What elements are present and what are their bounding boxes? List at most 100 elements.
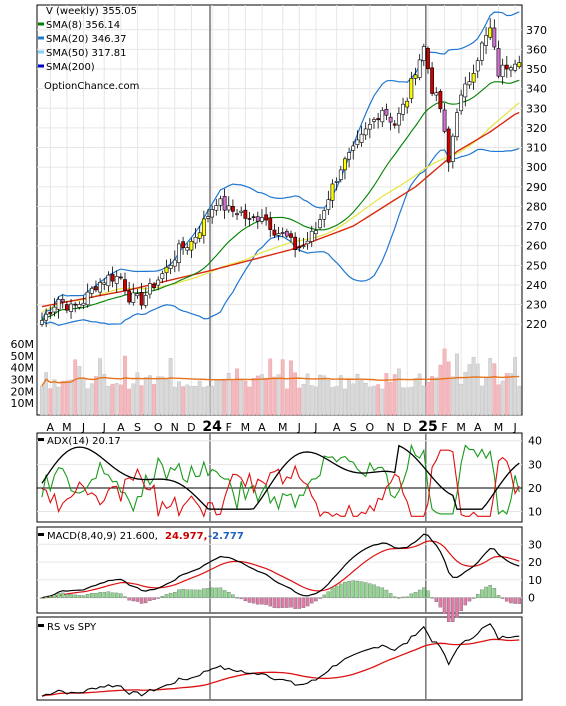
macd-histogram-bar: [413, 592, 418, 598]
volume-bar: [189, 386, 194, 416]
candle-body: [284, 231, 289, 237]
macd-histogram-bar: [322, 594, 326, 598]
macd-signal-value: 24.977,: [165, 531, 207, 542]
price-tick-label: 330: [526, 102, 547, 115]
volume-bar: [222, 378, 227, 416]
volume-bar: [355, 373, 360, 416]
macd-histogram-bar: [239, 597, 243, 599]
volume-bar: [297, 387, 302, 416]
candle-body: [313, 230, 318, 235]
volume-bar: [52, 379, 57, 416]
candle-body: [509, 67, 513, 71]
volume-bar: [127, 388, 132, 416]
macd-histogram-bar: [459, 597, 463, 612]
macd-histogram-bar: [44, 596, 48, 598]
candle-body: [297, 246, 302, 249]
volume-bar: [326, 379, 331, 416]
macd-histogram-bar: [318, 597, 322, 599]
volume-bar: [359, 380, 364, 416]
macd-histogram-bar: [189, 589, 194, 598]
macd-histogram-bar: [384, 589, 389, 598]
volume-average-line: [41, 375, 520, 387]
macd-histogram-bar: [81, 595, 86, 598]
month-label: O: [154, 421, 163, 434]
candle-body: [106, 274, 111, 287]
candle-body: [123, 279, 127, 292]
indicator-series: [40, 580, 522, 623]
volume-bar: [48, 388, 53, 416]
candle-body: [426, 47, 430, 70]
price-tick-label: 310: [526, 142, 547, 155]
macd-histogram-bar: [442, 597, 447, 614]
candle-body: [206, 216, 210, 219]
macd-histogram-bar: [98, 592, 102, 598]
candle-body: [210, 209, 215, 218]
volume-bar: [160, 376, 165, 416]
candle-body: [488, 27, 493, 38]
volume-tick-label: 30M: [11, 374, 35, 387]
macd-histogram-bar: [73, 594, 77, 598]
macd-histogram-bar: [426, 590, 430, 598]
rs-average-line: [41, 638, 520, 697]
macd-histogram-bar: [372, 584, 376, 598]
candle-body: [185, 247, 190, 251]
volume-bar: [243, 380, 248, 416]
candle-body: [492, 27, 497, 48]
volume-bar: [218, 380, 223, 416]
candle-body: [85, 291, 90, 306]
candle-body: [392, 123, 397, 126]
candle-body: [475, 60, 480, 72]
volume-bar: [164, 378, 169, 416]
volume-bar: [305, 373, 310, 416]
volume-bar: [463, 372, 468, 416]
macd-histogram-bar: [214, 587, 219, 598]
volume-bar: [268, 358, 273, 416]
volume-bar: [293, 372, 298, 416]
minus-di-line: [41, 449, 520, 518]
macd-histogram-bar: [206, 588, 210, 598]
macd-histogram-bar: [438, 597, 443, 608]
candle-body: [264, 214, 269, 221]
legend-sma50: SMA(50) 317.81: [46, 48, 127, 59]
month-label: J: [81, 421, 85, 434]
macd-histogram-bar: [500, 597, 505, 599]
macd-histogram-bar: [496, 595, 501, 598]
volume-bar: [235, 368, 239, 416]
macd-tick-label: 20: [528, 556, 542, 569]
candle-body: [201, 218, 206, 236]
sma50-offset-line: [41, 102, 520, 314]
axis-labels: 2202302402502602702802903003103203303403…: [11, 24, 548, 605]
legend: V (weekly) 355.05 SMA(8) 356.14 SMA(20) …: [38, 6, 139, 92]
candle-body: [413, 74, 418, 79]
candle-body: [330, 183, 335, 201]
macd-histogram-bar: [56, 593, 61, 598]
upper-band-line: [41, 11, 520, 321]
macd-histogram-bar: [293, 597, 297, 609]
volume-bar: [388, 382, 393, 416]
volume-tick-label: 40M: [11, 362, 35, 375]
volume-bar: [401, 387, 405, 416]
candle-body: [172, 259, 177, 267]
volume-bar: [384, 373, 389, 416]
legend-sma200: SMA(200): [46, 62, 95, 73]
volume-bar: [276, 374, 281, 416]
volume-bar: [459, 383, 464, 416]
volume-tick-label: 10M: [11, 397, 35, 410]
candle-body: [139, 292, 144, 306]
candle-body: [226, 205, 231, 211]
volume-bar: [260, 374, 264, 416]
macd-histogram-bar: [505, 597, 509, 602]
volume-bar: [450, 376, 455, 416]
macd-histogram-bar: [467, 597, 472, 602]
volume-bar: [110, 383, 115, 416]
macd-histogram-bar: [422, 587, 426, 598]
volume-bar: [484, 377, 488, 416]
legend-swatch-rs: [38, 624, 44, 627]
candle-body: [40, 320, 44, 325]
macd-histogram-bar: [388, 593, 393, 598]
volume-bar: [106, 385, 111, 416]
volume-bar: [201, 387, 206, 416]
macd-line: [41, 533, 520, 599]
volume-bar: [98, 358, 103, 416]
macd-histogram-bar: [202, 588, 206, 598]
